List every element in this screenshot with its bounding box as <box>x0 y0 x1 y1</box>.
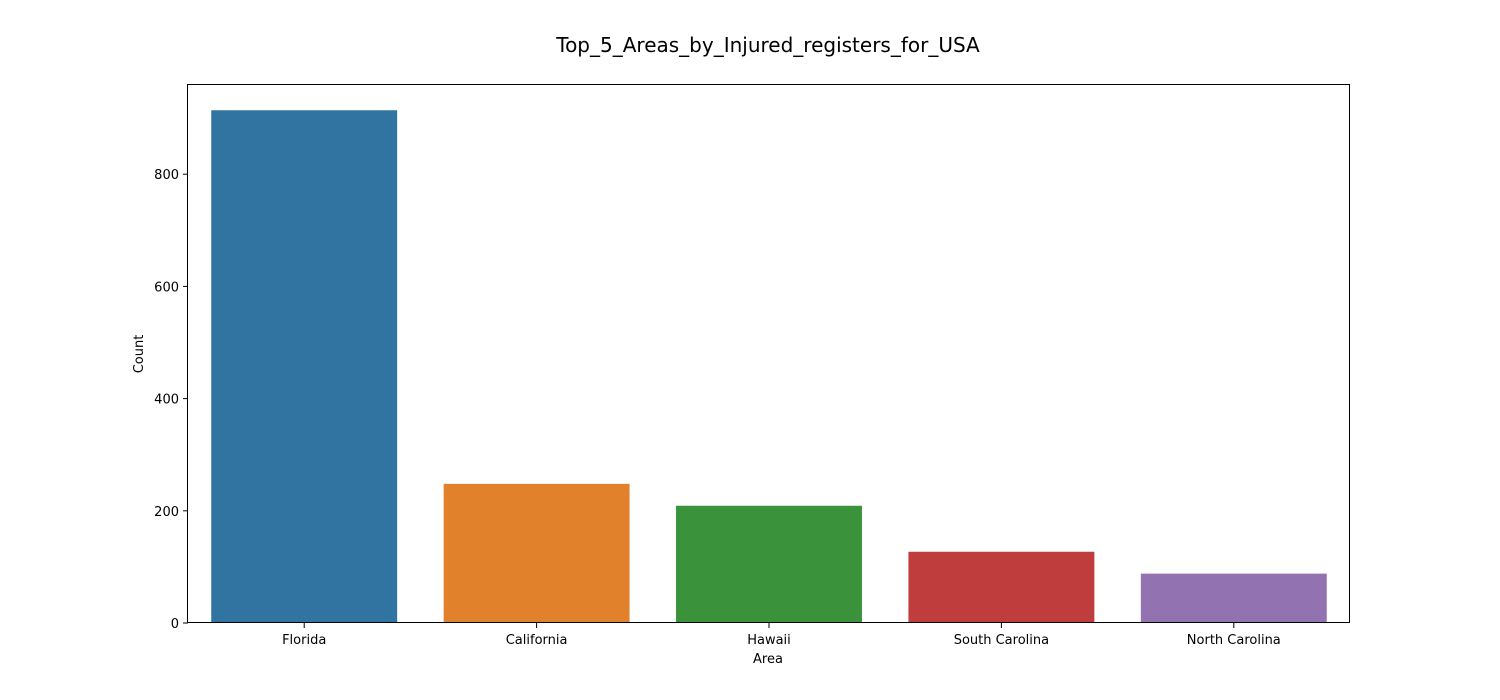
y-axis-ticks: 0 200 400 600 800 <box>154 168 188 632</box>
x-tick-label: California <box>506 633 568 648</box>
bar-california <box>443 483 630 623</box>
bar-north-carolina <box>1140 573 1327 623</box>
x-axis-label: Area <box>753 652 783 667</box>
x-tick-label: Hawaii <box>747 633 791 648</box>
x-tick-label: South Carolina <box>954 633 1049 648</box>
y-tick-label: 800 <box>154 168 179 183</box>
y-tick-label: 600 <box>154 280 179 295</box>
bar-florida <box>211 110 398 623</box>
y-tick-label: 0 <box>171 617 179 632</box>
plot-frame <box>187 84 1350 623</box>
x-tick-label: Florida <box>282 633 326 648</box>
bar-south-carolina <box>908 551 1095 623</box>
x-tick-label: North Carolina <box>1187 633 1281 648</box>
y-axis-label: Count <box>132 335 147 374</box>
x-axis-ticks: Florida California Hawaii South Carolina Nor… <box>282 623 1281 648</box>
bar-hawaii <box>676 505 862 623</box>
y-tick-label: 200 <box>154 505 179 520</box>
chart-title: Top_5_Areas_by_Injured_registers_for_USA <box>555 33 980 57</box>
bars-group <box>211 110 1327 623</box>
y-tick-label: 400 <box>154 393 179 408</box>
